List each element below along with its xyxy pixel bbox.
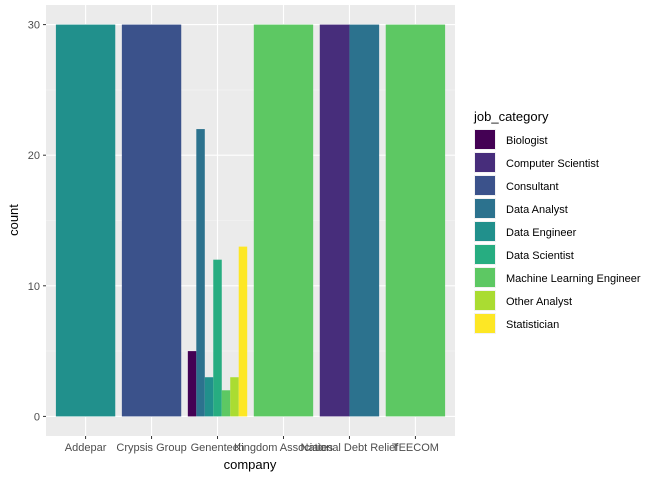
legend-label-machine-learning-engineer: Machine Learning Engineer (506, 273, 641, 285)
x-tick-label-kingdom-associates: Kingdom Associates (234, 442, 334, 454)
legend-title: job_category (473, 109, 549, 124)
y-tick-label: 20 (28, 150, 40, 162)
y-tick-label: 0 (34, 411, 40, 423)
bar-genentech-other-analyst (230, 377, 239, 417)
bar-national-debt-relief-computer-scientist (319, 24, 350, 417)
legend-swatch-statistician (475, 314, 495, 333)
x-tick-label-addepar: Addepar (65, 442, 107, 454)
legend-label-other-analyst: Other Analyst (506, 296, 572, 308)
bar-addepar-data-engineer (55, 24, 116, 417)
legend-swatch-data-scientist (475, 245, 495, 264)
x-tick-label-teecom: TEECOM (392, 442, 439, 454)
bars (55, 24, 446, 417)
bar-teecom-machine-learning-engineer (385, 24, 446, 417)
y-tick-label: 10 (28, 281, 40, 293)
legend-label-data-analyst: Data Analyst (506, 204, 568, 216)
legend-swatch-data-engineer (475, 222, 495, 241)
legend-label-consultant: Consultant (506, 181, 559, 193)
legend-label-biologist: Biologist (506, 135, 548, 147)
legend-label-statistician: Statistician (506, 319, 559, 331)
legend-label-data-scientist: Data Scientist (506, 250, 574, 262)
legend-swatch-machine-learning-engineer (475, 268, 495, 287)
bar-genentech-data-scientist (213, 259, 222, 417)
legend: job_category Biologist Computer Scientist… (473, 109, 641, 334)
x-tick-label-crypsis-group: Crypsis Group (116, 442, 186, 454)
bar-national-debt-relief-data-analyst (349, 24, 380, 417)
legend-label-data-engineer: Data Engineer (506, 227, 577, 239)
bar-genentech-biologist (187, 351, 197, 417)
x-tick-label-genentech: Genentech (191, 442, 245, 454)
bar-kingdom-associates-machine-learning-engineer (253, 24, 314, 417)
legend-swatch-biologist (475, 130, 495, 149)
x-axis-title: company (224, 457, 277, 472)
legend-swatch-consultant (475, 176, 495, 195)
bar-crypsis-group-consultant (121, 24, 182, 417)
y-axis-title: count (6, 204, 21, 236)
y-axis: 0 10 20 30 (28, 20, 46, 423)
bar-genentech-data-engineer (204, 377, 214, 417)
legend-swatch-other-analyst (475, 291, 495, 310)
bar-genentech-statistician (238, 246, 248, 417)
legend-swatch-data-analyst (475, 199, 495, 218)
bar-genentech-machine-learning-engineer (221, 390, 231, 417)
x-tick-label-national-debt-relief: National Debt Relief (301, 442, 400, 454)
legend-label-computer-scientist: Computer Scientist (506, 158, 599, 170)
legend-items: Biologist Computer Scientist Consultant Dat… (474, 129, 641, 334)
legend-swatch-computer-scientist (475, 153, 495, 172)
bar-genentech-data-analyst (196, 129, 205, 417)
y-tick-label: 30 (28, 20, 40, 32)
